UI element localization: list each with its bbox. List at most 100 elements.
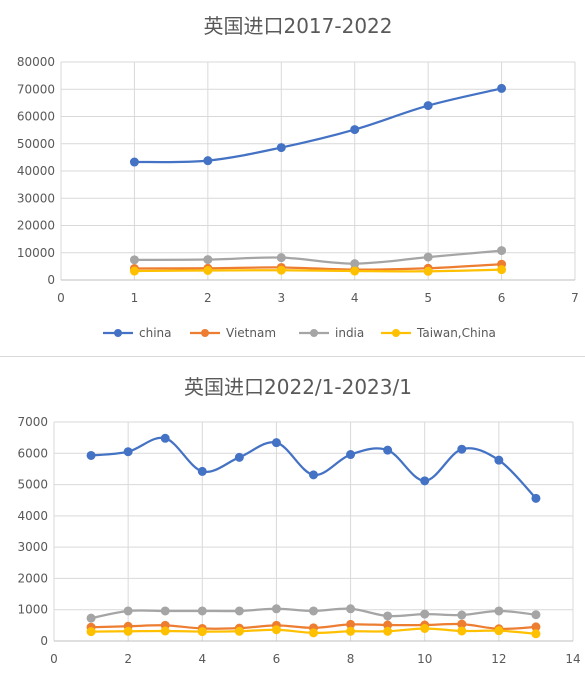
data-point — [203, 255, 213, 265]
y-tick-label: 40000 — [17, 164, 55, 178]
y-tick-label: 0 — [47, 273, 55, 287]
data-point — [86, 450, 96, 460]
x-tick-label: 2 — [124, 652, 132, 666]
data-point — [309, 628, 318, 638]
data-point — [86, 627, 96, 637]
x-tick-label: 1 — [131, 291, 139, 305]
chart-title: 英国进口2017-2022 — [203, 14, 392, 38]
x-tick-label: 12 — [491, 652, 506, 666]
data-point — [420, 609, 430, 619]
data-point — [420, 476, 430, 486]
data-point — [123, 447, 133, 457]
series-taiwan-china — [129, 265, 507, 276]
legend-label: india — [335, 326, 364, 340]
legend-item: india — [299, 326, 364, 340]
data-point — [346, 626, 356, 636]
y-tick-label: 10000 — [17, 246, 55, 260]
chart-uk-imports-2017-2022: 英国进口2017-2022 0 10000 20000 30000 40000 50000… — [17, 14, 579, 340]
data-point — [197, 466, 207, 476]
legend-swatch-marker — [201, 329, 209, 337]
data-point — [271, 438, 281, 448]
x-tick-label: 4 — [198, 652, 206, 666]
x-tick-label: 2 — [204, 291, 212, 305]
y-tick-label: 5000 — [17, 478, 48, 492]
data-point — [234, 626, 244, 636]
series-line — [134, 263, 502, 271]
legend-item: Vietnam — [190, 326, 276, 340]
y-tick-label: 6000 — [17, 446, 48, 460]
x-tick-label: 10 — [417, 652, 432, 666]
data-point — [350, 266, 360, 276]
data-point — [531, 493, 541, 503]
y-tick-label: 7000 — [17, 415, 48, 429]
legend-label: Taiwan,China — [416, 326, 496, 340]
data-point — [346, 604, 356, 614]
data-point — [203, 265, 213, 275]
x-tick-label: 7 — [571, 291, 579, 305]
series-china — [129, 83, 507, 167]
data-point — [276, 265, 286, 275]
data-point — [160, 626, 170, 636]
data-point — [457, 444, 467, 454]
series-1 — [86, 433, 541, 503]
data-point — [271, 604, 281, 614]
x-tick-label: 6 — [273, 652, 281, 666]
chart-title: 英国进口2022/1-2023/1 — [184, 375, 412, 399]
legend-swatch-marker — [114, 329, 122, 337]
data-point — [350, 125, 360, 135]
data-point — [531, 610, 541, 620]
y-tick-label: 30000 — [17, 191, 55, 205]
data-point — [423, 252, 433, 262]
data-point — [129, 157, 139, 167]
data-point — [423, 101, 433, 111]
data-point — [457, 610, 467, 620]
data-point — [531, 629, 541, 639]
data-point — [383, 611, 393, 621]
data-point — [160, 433, 170, 443]
gridlines — [60, 61, 576, 281]
y-tick-label: 0 — [40, 634, 48, 648]
data-point — [383, 445, 393, 455]
data-point — [276, 143, 286, 153]
x-tick-label: 0 — [50, 652, 58, 666]
data-point — [423, 266, 433, 276]
series-2 — [86, 604, 541, 623]
legend-swatch-marker — [310, 329, 318, 337]
data-point — [197, 627, 207, 637]
y-tick-label: 3000 — [17, 540, 48, 554]
x-tick-label: 3 — [277, 291, 285, 305]
legend-label: Vietnam — [226, 326, 276, 340]
x-tick-label: 8 — [347, 652, 355, 666]
legend: china Vietnam india Taiwan,China — [103, 326, 496, 340]
data-point — [203, 156, 213, 166]
data-point — [494, 626, 504, 636]
series-4 — [86, 623, 541, 639]
series-india — [129, 246, 507, 269]
data-point — [160, 606, 170, 616]
y-tick-label: 80000 — [17, 55, 55, 69]
data-point — [234, 452, 244, 462]
data-point — [497, 83, 507, 93]
x-tick-label: 0 — [57, 291, 65, 305]
x-tick-label: 14 — [565, 652, 580, 666]
legend-item: Taiwan,China — [381, 326, 496, 340]
series-line — [90, 436, 537, 500]
y-tick-label: 2000 — [17, 571, 48, 585]
data-point — [309, 606, 318, 616]
series-line — [134, 249, 502, 265]
data-point — [457, 626, 467, 636]
data-point — [497, 265, 507, 275]
data-point — [383, 626, 393, 636]
data-point — [494, 606, 504, 616]
data-point — [271, 625, 281, 635]
y-tick-label: 70000 — [17, 82, 55, 96]
y-tick-label: 4000 — [17, 509, 48, 523]
data-point — [309, 470, 318, 480]
x-tick-label: 6 — [498, 291, 506, 305]
legend-label: china — [139, 326, 172, 340]
data-point — [197, 606, 207, 616]
y-tick-label: 1000 — [17, 603, 48, 617]
data-point — [86, 613, 96, 623]
